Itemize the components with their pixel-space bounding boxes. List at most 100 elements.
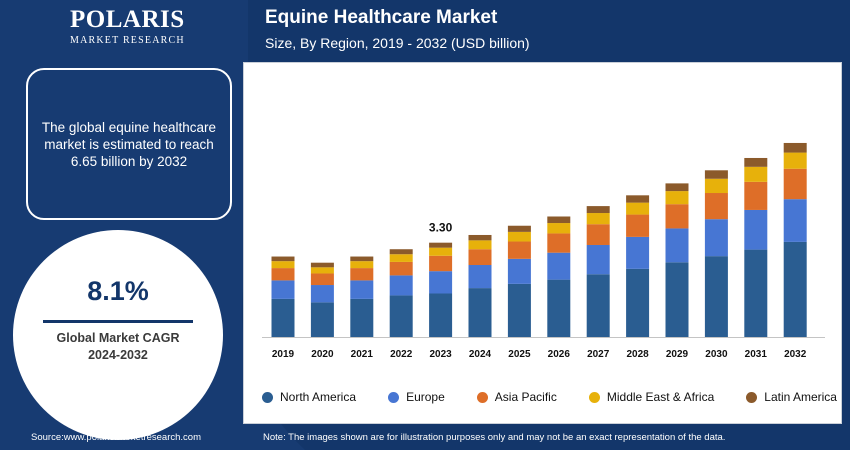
legend-swatch-middle-east-africa bbox=[588, 391, 600, 403]
legend-item-latin-america: Latin America bbox=[746, 390, 837, 404]
legend-swatch-asia-pacific bbox=[476, 391, 488, 403]
source-text: Source:www.polarismarketresearch.com bbox=[31, 432, 202, 443]
bar-segment-2024-north-america bbox=[468, 288, 492, 337]
bar-segment-2032-latin-america bbox=[783, 142, 807, 153]
bar-segment-2032-middle-east-africa bbox=[783, 152, 807, 169]
bar-segment-2019-europe bbox=[271, 280, 295, 299]
bar-segment-2028-latin-america bbox=[626, 195, 650, 203]
bar-segment-2031-asia-pacific bbox=[744, 181, 768, 210]
bar-segment-2020-middle-east-africa bbox=[310, 267, 334, 274]
bar-segment-2023-middle-east-africa bbox=[429, 247, 453, 256]
market-estimate-box: The global equine healthcare market is e… bbox=[26, 68, 232, 220]
bar-segment-2021-north-america bbox=[350, 298, 374, 337]
x-tick-label-2029: 2029 bbox=[666, 349, 689, 360]
bar-segment-2019-asia-pacific bbox=[271, 268, 295, 281]
bar-segment-2025-asia-pacific bbox=[507, 241, 531, 259]
bar-segment-2031-latin-america bbox=[744, 157, 768, 167]
x-tick-label-2032: 2032 bbox=[784, 349, 807, 360]
x-tick-label-2019: 2019 bbox=[272, 349, 295, 360]
bar-segment-2025-europe bbox=[507, 258, 531, 284]
chart-legend: North America Europe Asia Pacific Middle Ea… bbox=[262, 390, 837, 404]
bar-segment-2028-asia-pacific bbox=[626, 214, 650, 237]
bar-segment-2030-north-america bbox=[704, 256, 728, 337]
cagr-label-line2: 2024-2032 bbox=[88, 348, 148, 362]
bar-segment-2022-europe bbox=[389, 275, 413, 296]
chart-title: Equine Healthcare Market bbox=[265, 7, 498, 28]
bar-segment-2024-middle-east-africa bbox=[468, 240, 492, 250]
stacked-bar-chart: 2019 2020 2021 2022 2023 3.30 2024 2025 2026 2027… bbox=[262, 142, 825, 360]
legend-item-europe: Europe bbox=[388, 390, 445, 404]
chart-panel: 2019 2020 2021 2022 2023 3.30 2024 2025 2026 2027… bbox=[243, 62, 842, 424]
legend-label-north-america: North America bbox=[280, 390, 357, 404]
bar-segment-2020-north-america bbox=[310, 302, 334, 337]
cagr-value: 8.1% bbox=[87, 276, 149, 306]
bar-segment-2020-europe bbox=[310, 285, 334, 303]
market-estimate-text: The global equine healthcare market is e… bbox=[41, 119, 217, 169]
bar-segment-2030-latin-america bbox=[704, 170, 728, 179]
bar-segment-2030-europe bbox=[704, 219, 728, 257]
bar-segment-2026-middle-east-africa bbox=[547, 223, 571, 234]
cagr-badge: 8.1% Global Market CAGR 2024-2032 bbox=[13, 230, 223, 440]
bar-segment-2026-north-america bbox=[547, 279, 571, 337]
bar-segment-2025-north-america bbox=[507, 283, 531, 337]
bar-segment-2021-latin-america bbox=[350, 256, 374, 262]
bar-segment-2023-latin-america bbox=[429, 242, 453, 248]
x-tick-label-2031: 2031 bbox=[745, 349, 768, 360]
bar-segment-2026-asia-pacific bbox=[547, 233, 571, 253]
bar-segment-2030-asia-pacific bbox=[704, 193, 728, 220]
bar-segment-2021-middle-east-africa bbox=[350, 261, 374, 269]
bar-segment-2020-asia-pacific bbox=[310, 273, 334, 286]
x-tick-label-2024: 2024 bbox=[469, 349, 492, 360]
bar-segment-2022-asia-pacific bbox=[389, 261, 413, 276]
bar-segment-2023-europe bbox=[429, 271, 453, 294]
x-tick-label-2021: 2021 bbox=[351, 349, 374, 360]
bar-segment-2031-middle-east-africa bbox=[744, 166, 768, 182]
bar-segment-2028-north-america bbox=[626, 268, 650, 337]
cagr-divider bbox=[43, 320, 193, 323]
bar-segment-2028-europe bbox=[626, 236, 650, 269]
bar-segment-2022-middle-east-africa bbox=[389, 254, 413, 262]
logo-subtitle: MARKET RESEARCH bbox=[70, 35, 185, 46]
x-tick-label-2027: 2027 bbox=[587, 349, 610, 360]
cagr-label: Global Market CAGR 2024-2032 bbox=[13, 330, 223, 364]
bar-segment-2030-middle-east-africa bbox=[704, 178, 728, 194]
bar-segment-2032-asia-pacific bbox=[783, 168, 807, 200]
cagr-label-line1: Global Market CAGR bbox=[56, 331, 180, 345]
x-tick-label-2030: 2030 bbox=[705, 349, 728, 360]
legend-label-middle-east-africa: Middle East & Africa bbox=[606, 390, 715, 404]
bar-segment-2025-latin-america bbox=[507, 225, 531, 232]
bar-segment-2027-latin-america bbox=[586, 206, 610, 214]
bar-segment-2023-north-america bbox=[429, 293, 453, 337]
bar-segment-2019-north-america bbox=[271, 298, 295, 337]
x-tick-label-2022: 2022 bbox=[390, 349, 413, 360]
bar-segment-2031-europe bbox=[744, 209, 768, 250]
bar-segment-2027-asia-pacific bbox=[586, 224, 610, 245]
logo-name: POLARIS bbox=[70, 6, 185, 33]
bar-segment-2027-europe bbox=[586, 244, 610, 275]
legend-label-asia-pacific: Asia Pacific bbox=[494, 390, 557, 404]
bar-segment-2023-asia-pacific bbox=[429, 255, 453, 272]
bar-segment-2027-middle-east-africa bbox=[586, 213, 610, 225]
disclaimer-note: Note: The images shown are for illustrat… bbox=[263, 432, 726, 443]
bar-segment-2022-north-america bbox=[389, 295, 413, 337]
legend-swatch-latin-america bbox=[746, 391, 758, 403]
bar-segment-2029-middle-east-africa bbox=[665, 191, 689, 205]
legend-swatch-europe bbox=[388, 391, 400, 403]
bar-segment-2029-europe bbox=[665, 228, 689, 263]
legend-label-latin-america: Latin America bbox=[764, 390, 837, 404]
bar-segment-2024-europe bbox=[468, 265, 492, 289]
bar-segment-2021-asia-pacific bbox=[350, 268, 374, 281]
x-tick-label-2026: 2026 bbox=[548, 349, 571, 360]
polaris-logo: POLARIS MARKET RESEARCH bbox=[70, 6, 190, 47]
bar-segment-2022-latin-america bbox=[389, 249, 413, 255]
bar-segment-2026-latin-america bbox=[547, 216, 571, 224]
bar-segment-2026-europe bbox=[547, 252, 571, 280]
bar-segment-2025-middle-east-africa bbox=[507, 231, 531, 242]
bar-segment-2029-latin-america bbox=[665, 183, 689, 192]
bar-segment-2027-north-america bbox=[586, 274, 610, 337]
bar-segment-2028-middle-east-africa bbox=[626, 202, 650, 215]
bar-segment-2019-middle-east-africa bbox=[271, 261, 295, 269]
bar-segment-2032-europe bbox=[783, 199, 807, 242]
legend-item-north-america: North America bbox=[262, 390, 356, 404]
